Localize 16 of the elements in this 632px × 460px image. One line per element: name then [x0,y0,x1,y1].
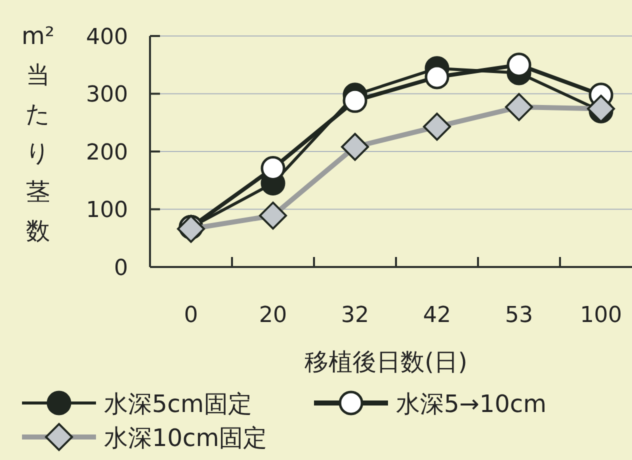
y-axis-title: m²当たり茎数 [22,22,54,245]
legend-label: 水深5→10cm [396,390,546,418]
y-tick-label: 300 [86,82,128,108]
y-tick-label: 200 [86,140,128,166]
legend-label: 水深10cm固定 [104,424,268,452]
y-tick-label: 400 [86,24,128,50]
y-tick-label: 100 [86,198,128,224]
x-axis-title: 移植後日数(日) [304,348,468,376]
x-tick-label: 20 [259,303,287,328]
y-tick-label: 0 [114,256,128,281]
x-tick-label: 42 [423,303,451,328]
x-tick-label: 100 [580,303,622,328]
x-tick-label: 53 [505,303,533,328]
x-tick-label: 0 [184,303,198,328]
x-tick-label: 32 [341,303,369,328]
legend-label: 水深5cm固定 [104,390,252,418]
